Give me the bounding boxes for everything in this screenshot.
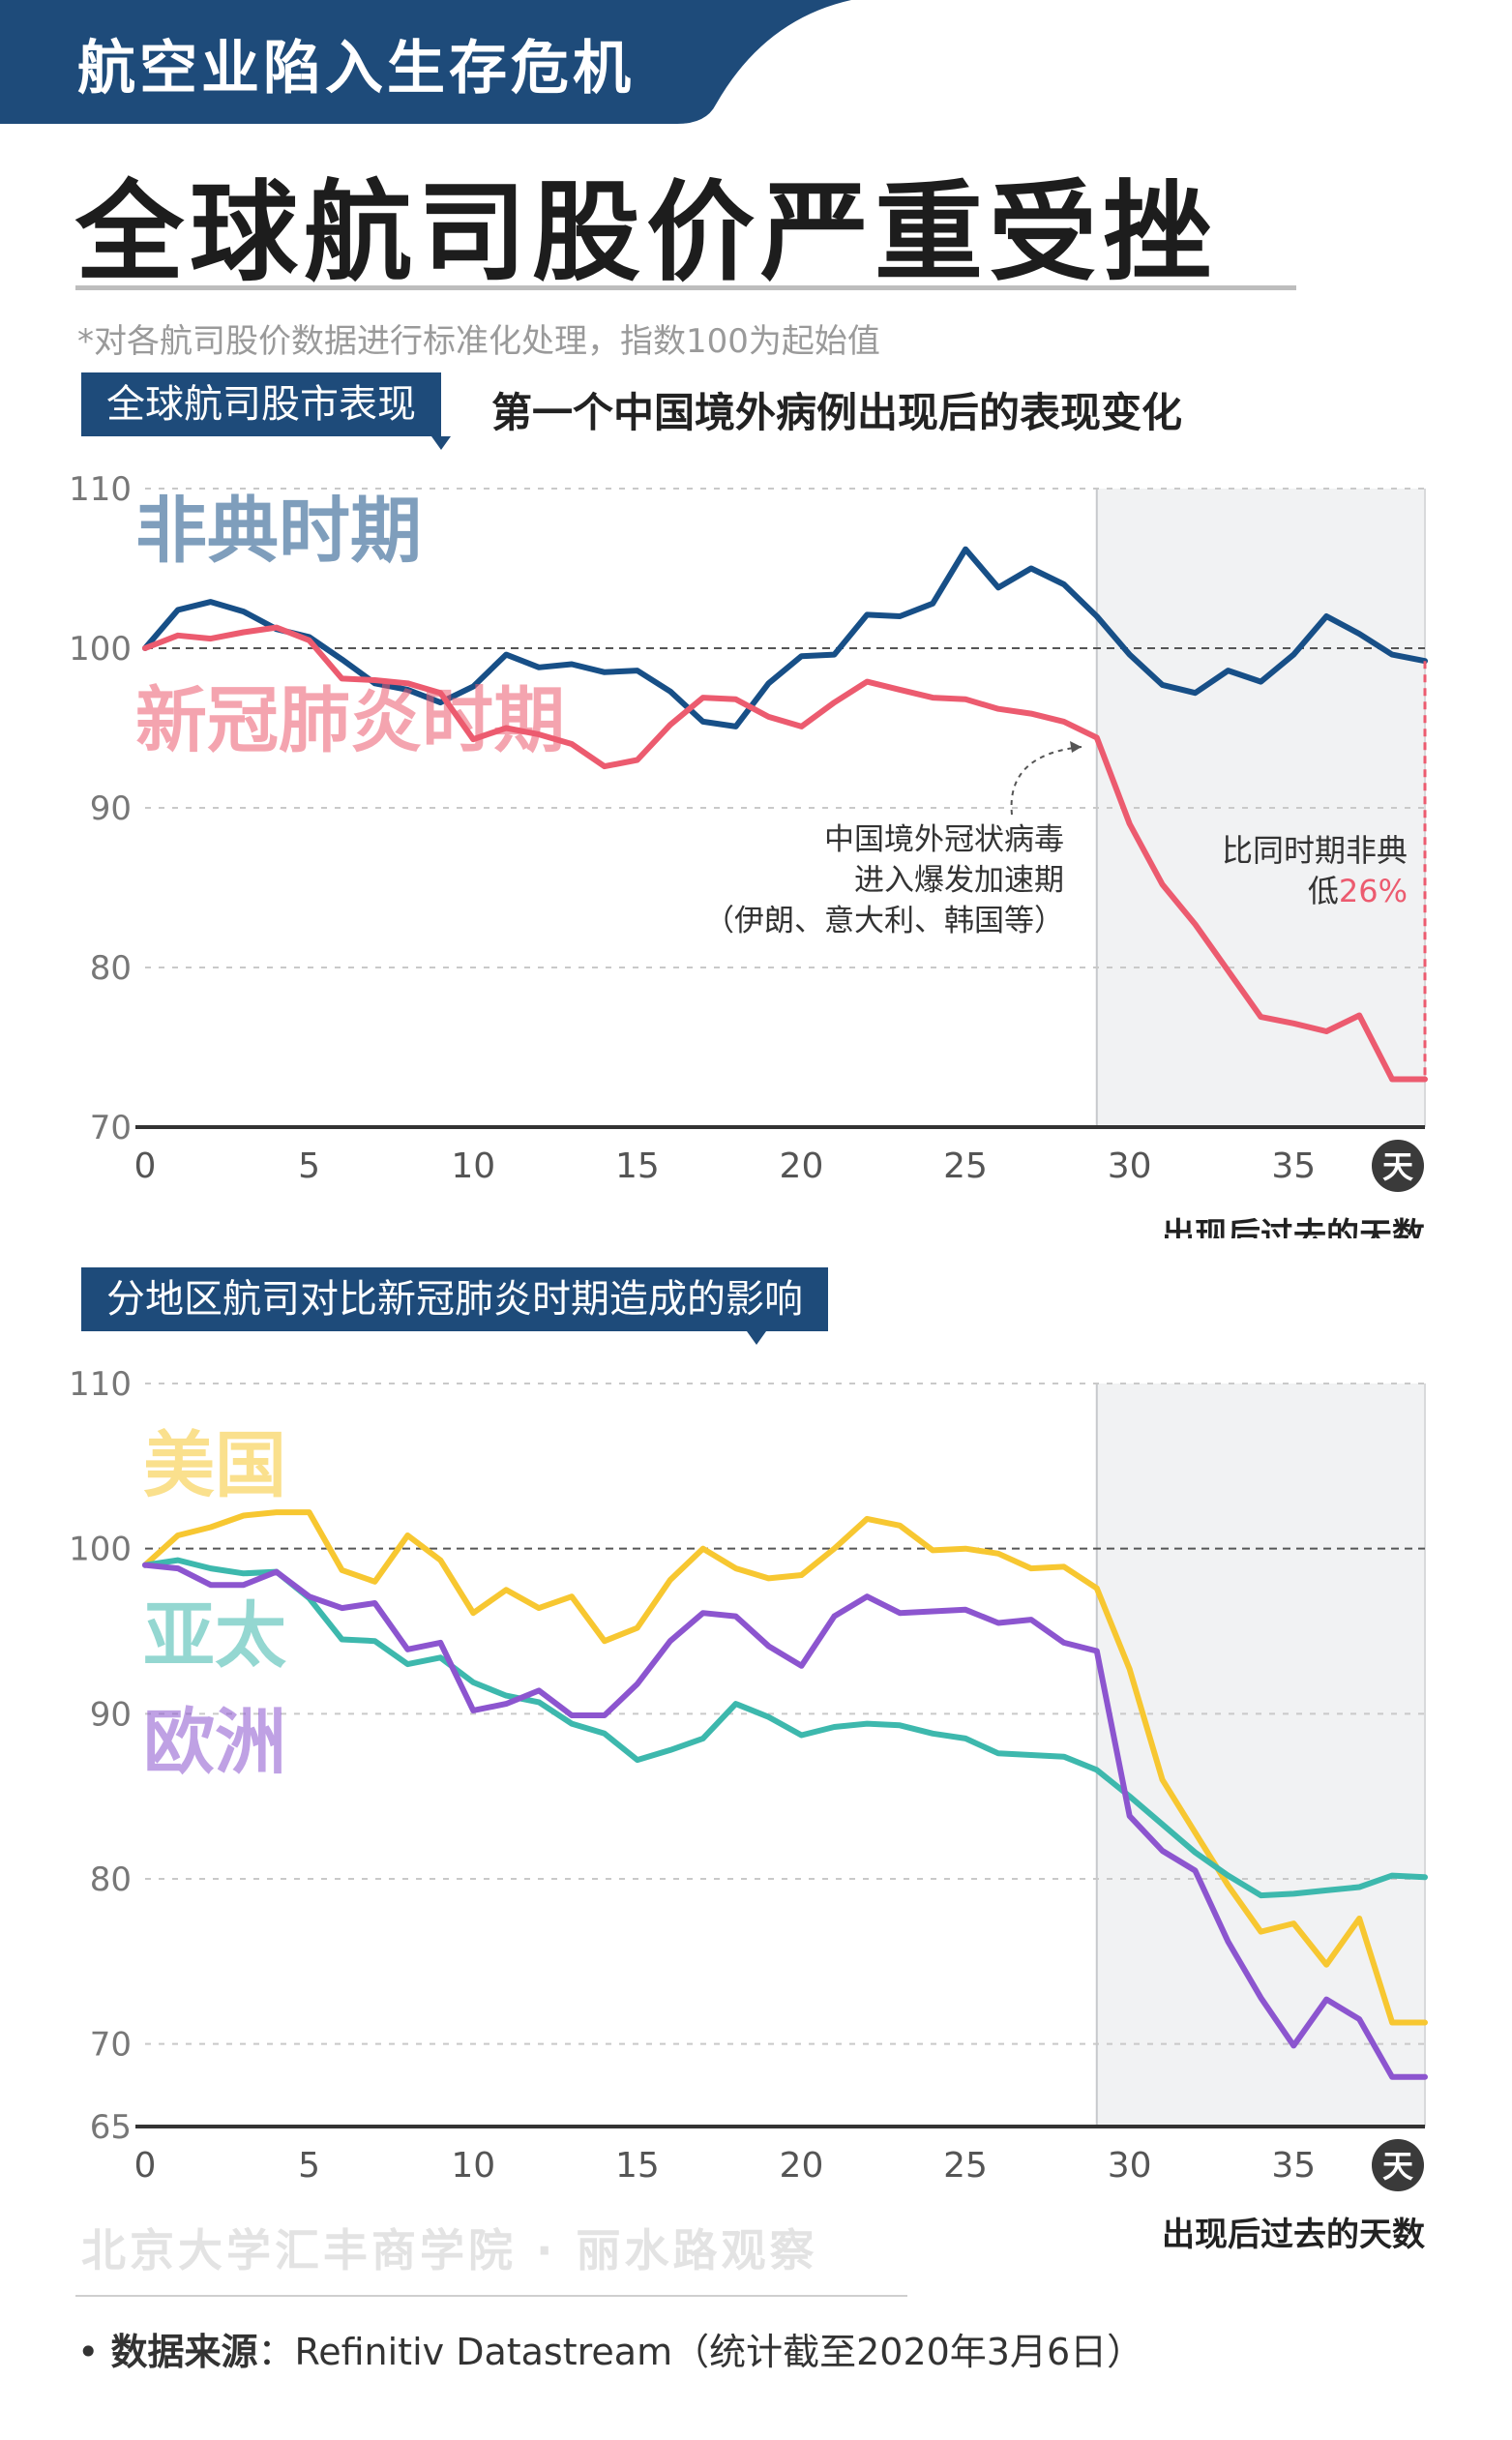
x-tick-label: 15 xyxy=(615,2146,660,2186)
y-tick-label: 100 xyxy=(69,1531,132,1569)
normalization-note: *对各航司股价数据进行标准化处理，指数100为起始值 xyxy=(77,322,880,361)
x-tick-label: 20 xyxy=(780,2146,824,2186)
x-tick-label: 5 xyxy=(298,2146,320,2186)
annotation-gap-text: 低26% xyxy=(1308,873,1408,909)
series-label: 非典时期 xyxy=(135,490,422,573)
series-label: 亚太 xyxy=(143,1594,286,1678)
annotation-arrow-icon xyxy=(1010,746,1082,816)
section1-tag-label: 全球航司股市表现 xyxy=(106,382,416,427)
data-source: • 数据来源：Refinitiv Datastream（统计截至2020年3月6… xyxy=(77,2331,1144,2373)
x-unit-badge: 天 xyxy=(1382,1148,1413,1185)
x-unit-badge-icon xyxy=(1372,2139,1424,2191)
annotation-outbreak-text: （伊朗、意大利、韩国等） xyxy=(704,904,1064,938)
header-banner: 航空业陷入生存危机 xyxy=(0,0,851,124)
x-tick-label: 10 xyxy=(451,1146,495,1186)
section2-tag-label: 分地区航司对比新冠肺炎时期造成的影响 xyxy=(106,1277,803,1322)
x-tick-label: 20 xyxy=(780,1146,824,1186)
y-tick-label: 65 xyxy=(90,2108,132,2147)
y-tick-label: 90 xyxy=(90,789,132,828)
tag-pointer-icon xyxy=(431,436,451,450)
tag-pointer-icon xyxy=(747,1331,766,1345)
annotation-gap-text: 比同时期非典 xyxy=(1222,832,1408,869)
x-tick-label: 0 xyxy=(134,2146,157,2186)
x-tick-label: 0 xyxy=(134,1146,157,1186)
y-tick-label: 110 xyxy=(69,470,132,509)
series-label: 欧洲 xyxy=(143,1701,286,1784)
x-tick-label: 30 xyxy=(1108,1146,1152,1186)
x-tick-label: 35 xyxy=(1271,1146,1316,1186)
x-axis-label: 出现后过去的天数 xyxy=(1162,1216,1425,1238)
y-tick-label: 100 xyxy=(69,630,132,669)
title-divider xyxy=(75,285,1296,290)
series-label: 美国 xyxy=(143,1424,286,1507)
x-tick-label: 25 xyxy=(943,2146,988,2186)
source-text: ：Refinitiv Datastream（统计截至2020年3月6日） xyxy=(257,2331,1144,2373)
annotation-outbreak-text: 进入爆发加速期 xyxy=(854,863,1064,898)
y-tick-label: 90 xyxy=(90,1695,132,1734)
x-unit-badge-icon xyxy=(1372,1140,1424,1192)
section2-tag: 分地区航司对比新冠肺炎时期造成的影响 xyxy=(81,1267,828,1345)
series-line-1 xyxy=(142,624,1428,1083)
section1-subtitle: 第一个中国境外病例出现后的表现变化 xyxy=(491,389,1183,436)
series-line-2 xyxy=(142,1562,1428,2080)
x-tick-label: 30 xyxy=(1108,2146,1152,2186)
y-tick-label: 110 xyxy=(69,1365,132,1404)
annotation-outbreak-text: 中国境外冠状病毒 xyxy=(824,822,1064,857)
footer-divider xyxy=(75,2295,907,2297)
series-line-0 xyxy=(142,1509,1428,2026)
x-tick-label: 25 xyxy=(943,1146,988,1186)
watermark: 北京大学汇丰商学院 · 丽水路观察 xyxy=(81,2224,818,2276)
y-tick-label: 70 xyxy=(90,1109,132,1147)
banner-background xyxy=(0,0,851,124)
x-tick-label: 35 xyxy=(1271,2146,1316,2186)
x-tick-label: 15 xyxy=(615,1146,660,1186)
x-unit-badge: 天 xyxy=(1382,2148,1413,2185)
banner-title: 航空业陷入生存危机 xyxy=(77,35,635,103)
shaded-period xyxy=(1096,1384,1425,2127)
page-title: 全球航司股价严重受挫 xyxy=(75,170,1217,296)
source-label: 数据来源 xyxy=(110,2331,258,2373)
annotation-gap-value: 26% xyxy=(1339,873,1408,909)
y-tick-label: 80 xyxy=(90,1860,132,1899)
annotation-arrow-head-icon xyxy=(1070,741,1082,753)
x-axis-label: 出现后过去的天数 xyxy=(1162,2216,1425,2254)
x-tick-label: 10 xyxy=(451,2146,495,2186)
y-tick-label: 80 xyxy=(90,949,132,988)
series-label: 新冠肺炎时期 xyxy=(135,679,565,762)
series-line-0 xyxy=(142,546,1428,729)
section1-tag: 全球航司股市表现 xyxy=(81,372,451,450)
x-tick-label: 5 xyxy=(298,1146,320,1186)
y-tick-label: 70 xyxy=(90,2026,132,2065)
series-line-1 xyxy=(142,1557,1428,1899)
